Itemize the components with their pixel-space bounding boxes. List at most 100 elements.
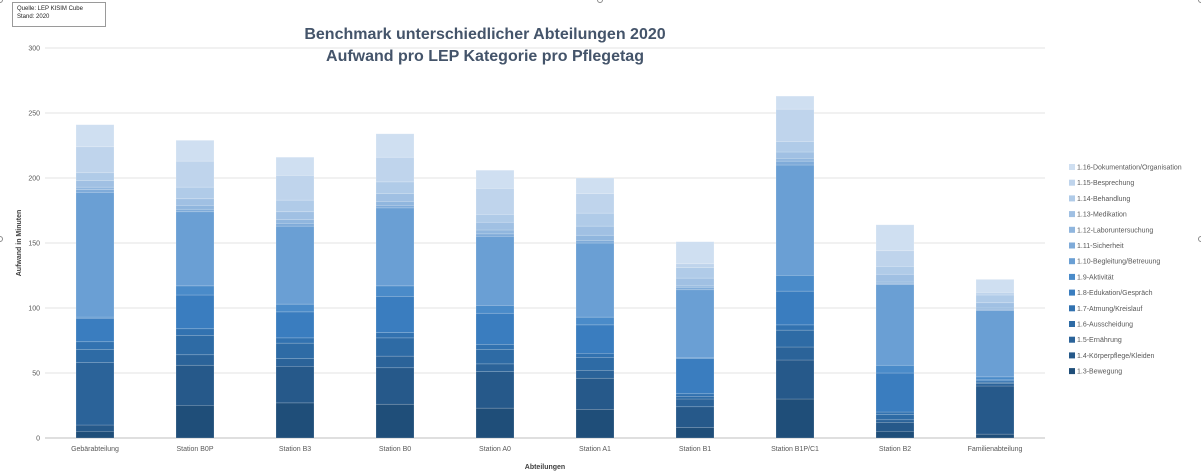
legend-label: 1.5-Ernährung	[1077, 337, 1122, 344]
legend-label: 1.10-Begleitung/Betreuung	[1077, 259, 1160, 266]
selection-handle-top-center[interactable]	[597, 0, 603, 3]
bar-segment	[75, 180, 115, 188]
bar-segment	[675, 267, 715, 279]
bar-segment	[875, 414, 915, 421]
y-tick-label: 0	[36, 436, 40, 443]
bar-segment	[75, 146, 115, 174]
bar-segment	[875, 431, 915, 439]
bar-segment	[875, 250, 915, 267]
bar-segment	[775, 141, 815, 153]
bar-segment	[775, 359, 815, 400]
bar-segment	[575, 324, 615, 354]
bar-segment	[975, 376, 1015, 380]
x-tick-label: Station B2	[879, 446, 911, 453]
bar-segment	[75, 431, 115, 439]
bar-segment	[875, 266, 915, 275]
bar-segment	[875, 422, 915, 432]
bar-segment	[275, 211, 315, 220]
bar-segment	[775, 324, 815, 331]
y-tick-label: 250	[28, 111, 40, 118]
bar-segment	[475, 349, 515, 365]
selection-handle-middle-left[interactable]	[0, 236, 3, 242]
bar-segment	[875, 364, 915, 374]
bar-segment	[75, 341, 115, 350]
legend-swatch	[1069, 211, 1075, 218]
y-tick-label: 300	[28, 46, 40, 53]
bar-segment	[675, 398, 715, 408]
x-tick-label: Station B0P	[177, 446, 214, 453]
legend-swatch	[1069, 226, 1075, 233]
bar-segment	[975, 381, 1015, 384]
bar-segment	[75, 424, 115, 432]
bar-segment	[475, 236, 515, 306]
legend-label: 1.11-Sicherheit	[1077, 243, 1124, 250]
legend-label: 1.8-Edukation/Gespräch	[1077, 290, 1153, 297]
bar-segment	[975, 310, 1015, 378]
bar-segment	[575, 316, 615, 326]
x-tick-label: Station A0	[479, 446, 511, 453]
legend-swatch	[1069, 179, 1075, 186]
legend-label: 1.15-Besprechung	[1077, 180, 1134, 187]
bar-segment	[275, 358, 315, 367]
legend-swatch	[1069, 258, 1075, 265]
bar-segment	[575, 177, 615, 194]
bar-segment	[775, 346, 815, 361]
bar-segment	[275, 303, 315, 313]
bar-segment	[575, 242, 615, 318]
bar-segment	[375, 337, 415, 357]
bar-segment	[275, 219, 315, 224]
bar-segment	[475, 229, 515, 235]
y-tick-label: 50	[32, 371, 40, 378]
bar-segment	[975, 279, 1015, 293]
bar-segment	[775, 108, 815, 142]
bar-segment	[975, 383, 1015, 387]
x-tick-label: Station B1P/C1	[771, 446, 819, 453]
bar-segment	[175, 364, 215, 406]
x-tick-label: Station B3	[279, 446, 311, 453]
status-date-line: Stand: 2020	[17, 14, 50, 20]
selection-handle-top-left[interactable]	[0, 0, 3, 3]
bar-segment	[75, 172, 115, 181]
bar-segment	[975, 294, 1015, 304]
bar-segment	[375, 205, 415, 209]
bar-segment	[375, 207, 415, 287]
bar-segment	[675, 393, 715, 397]
y-axis-title: Aufwand in Minuten	[16, 210, 23, 277]
bar-segment	[475, 188, 515, 215]
bar-segment	[175, 285, 215, 296]
bar-segment	[175, 405, 215, 439]
legend-swatch	[1069, 164, 1075, 170]
bar-segment	[675, 396, 715, 400]
bar-segment	[975, 385, 1015, 435]
bar-segment	[475, 371, 515, 409]
bar-segment	[275, 311, 315, 339]
bar-segment	[375, 332, 415, 339]
bar-segment	[575, 240, 615, 244]
bar-segment	[675, 358, 715, 395]
bar-segment	[975, 433, 1015, 439]
legend-label: 1.9-Aktivität	[1077, 274, 1114, 281]
y-tick-label: 100	[28, 306, 40, 313]
bar-segment	[175, 198, 215, 206]
bar-segment	[575, 377, 615, 410]
bar-segment	[575, 234, 615, 241]
bar-segment	[675, 427, 715, 439]
selection-handle-top-right[interactable]	[1198, 0, 1201, 3]
bar-segment	[375, 285, 415, 297]
selection-handle-middle-right[interactable]	[1198, 236, 1201, 242]
x-tick-label: Familienabteilung	[968, 446, 1023, 453]
bar-segment	[775, 95, 815, 110]
bar-segment	[275, 223, 315, 227]
bar-segment	[675, 241, 715, 265]
bar-segment	[875, 372, 915, 413]
y-tick-label: 150	[28, 241, 40, 248]
bar-segment	[175, 211, 215, 287]
bar-segment	[775, 151, 815, 159]
y-tick-label: 200	[28, 176, 40, 183]
bar-segment	[75, 192, 115, 318]
bar-segment	[475, 221, 515, 231]
bar-segment	[475, 312, 515, 345]
bar-segment	[875, 284, 915, 366]
bar-segment	[375, 156, 415, 183]
bar-segment	[375, 201, 415, 206]
